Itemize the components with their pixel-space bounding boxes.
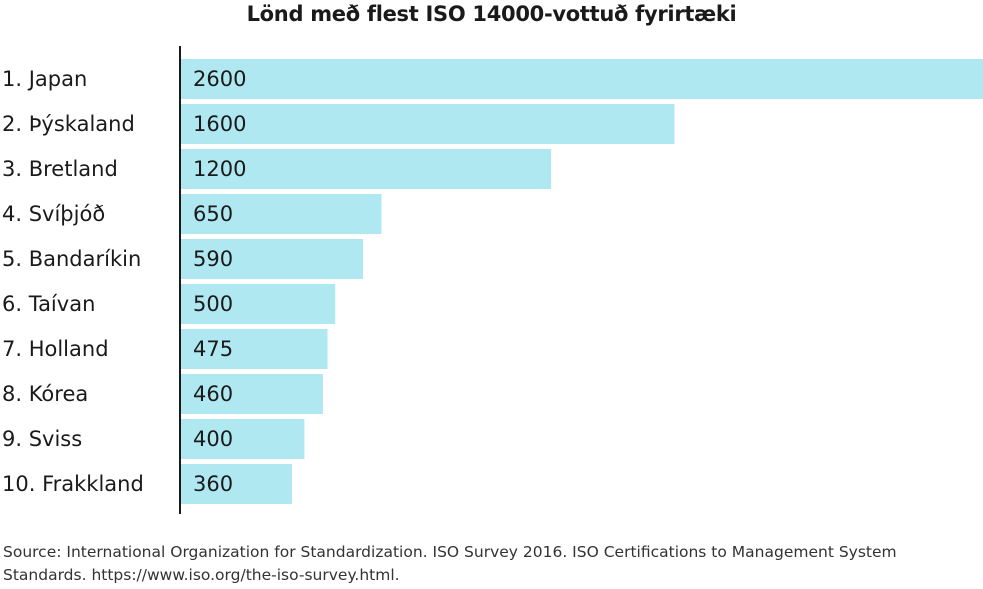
bar-10	[181, 464, 293, 504]
category-label: 4. Svíþjóð	[2, 202, 105, 226]
value-label: 1200	[193, 157, 246, 181]
value-label: 2600	[193, 67, 246, 91]
bar-9	[181, 419, 305, 459]
value-label: 460	[193, 382, 233, 406]
source-note: Source: International Organization for S…	[3, 543, 897, 584]
category-label: 10. Frakkland	[2, 472, 144, 496]
category-label: 8. Kórea	[2, 382, 88, 406]
bar-8	[181, 374, 323, 414]
category-label: 9. Sviss	[2, 427, 82, 451]
category-label: 3. Bretland	[2, 157, 118, 181]
value-label: 590	[193, 247, 233, 271]
bar-3	[181, 149, 552, 189]
bar-6	[181, 284, 336, 324]
value-label: 360	[193, 472, 233, 496]
category-label: 5. Bandaríkin	[2, 247, 141, 271]
chart-title: Lönd með flest ISO 14000-vottuð fyrirtæk…	[246, 2, 737, 26]
category-label: 6. Taívan	[2, 292, 95, 316]
bar-5	[181, 239, 363, 279]
bar-chart: 1. Japan 2600 2. Þýskaland 1600 3. Bretland 1…	[2, 46, 983, 514]
value-label: 475	[193, 337, 233, 361]
value-label: 400	[193, 427, 233, 451]
bar-4	[181, 194, 382, 234]
value-label: 1600	[193, 112, 246, 136]
category-label: 2. Þýskaland	[2, 112, 135, 136]
category-label: 1. Japan	[2, 67, 87, 91]
category-label: 7. Holland	[2, 337, 109, 361]
value-label: 500	[193, 292, 233, 316]
bar-1	[181, 59, 983, 99]
bar-7	[181, 329, 328, 369]
bar-2	[181, 104, 675, 144]
value-label: 650	[193, 202, 233, 226]
